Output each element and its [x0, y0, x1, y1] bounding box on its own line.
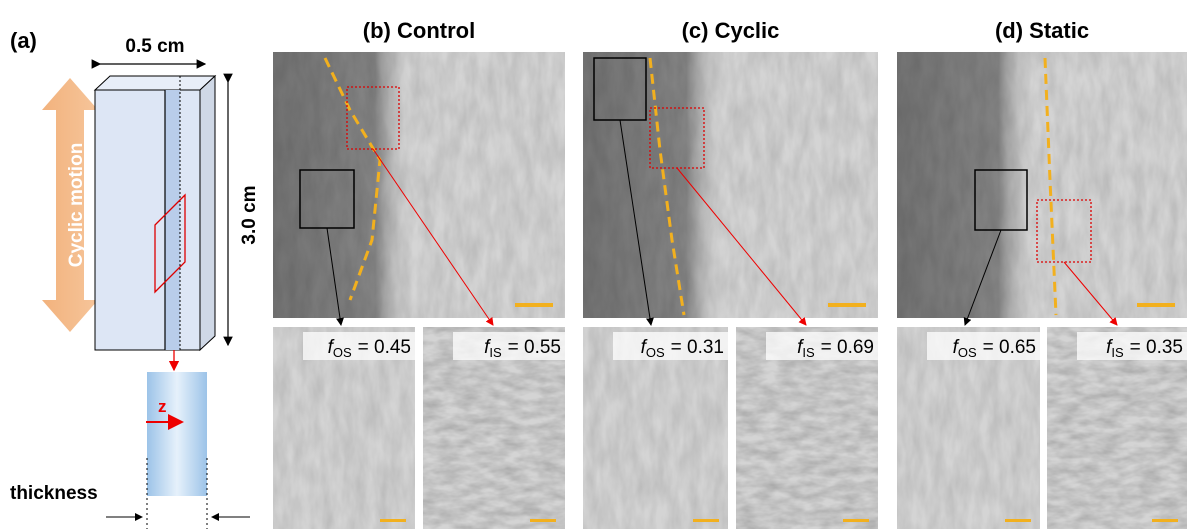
fraction-value: = 0.65 [983, 337, 1036, 358]
fraction-subscript: IS [489, 345, 502, 360]
scale-bar [843, 519, 869, 522]
fraction-value: = 0.69 [821, 337, 874, 358]
fraction-subscript: IS [802, 345, 815, 360]
micrograph-shade [273, 52, 565, 318]
scale-bar [1152, 519, 1178, 522]
axis-label: z [158, 397, 167, 416]
block-side [200, 76, 215, 350]
scale-bar [530, 519, 556, 522]
fraction-subscript: OS [646, 345, 665, 360]
fraction-value: = 0.31 [671, 337, 724, 358]
panel-title: (d) Static [995, 18, 1089, 43]
scale-bar [380, 519, 406, 522]
scale-bar [1137, 303, 1175, 307]
block-slice [165, 90, 180, 350]
scale-bar [693, 519, 719, 522]
figure: (a) 0.5 cm Cyclic motion 3.0 cm z thickn… [0, 0, 1187, 529]
block-top [95, 76, 215, 90]
height-label: 3.0 cm [239, 185, 260, 244]
fraction-value: = 0.45 [358, 337, 411, 358]
scale-bar [515, 303, 553, 307]
panel-title: (b) Control [363, 18, 475, 43]
block-front [95, 90, 200, 350]
scale-bar [1005, 519, 1031, 522]
fraction-subscript: OS [333, 345, 352, 360]
panel-label: (a) [10, 28, 37, 53]
panel-title: (c) Cyclic [682, 18, 780, 43]
scale-bar [828, 303, 866, 307]
motion-label: Cyclic motion [66, 143, 87, 268]
thickness-label: thickness [10, 483, 98, 504]
fraction-subscript: OS [958, 345, 977, 360]
micrograph-shade [583, 52, 878, 318]
width-label: 0.5 cm [125, 36, 184, 57]
cross-section [147, 372, 207, 496]
fraction-subscript: IS [1111, 345, 1124, 360]
micrograph-shade [897, 52, 1187, 318]
fraction-value: = 0.35 [1130, 337, 1183, 358]
fraction-value: = 0.55 [508, 337, 561, 358]
